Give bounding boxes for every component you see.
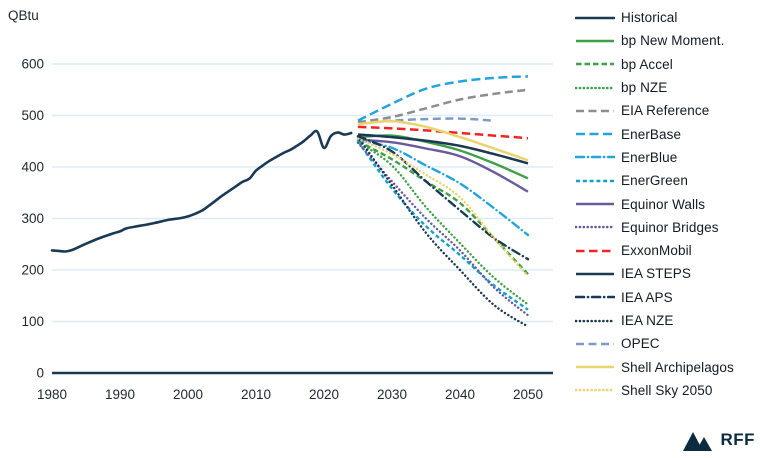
legend-swatch-line	[576, 202, 614, 206]
series-line-enerblue	[356, 139, 530, 237]
legend-label: ExxonMobil	[621, 243, 692, 259]
y-tick-label-500: 500	[21, 108, 44, 123]
y-tick-label-400: 400	[21, 160, 44, 175]
legend-label: bp NZE	[621, 80, 668, 96]
legend-item-iea-aps: IEA APS	[575, 286, 757, 309]
legend-label: Equinor Bridges	[621, 219, 719, 235]
series-line-shell-sky-2050	[356, 137, 530, 278]
legend-swatch-line	[576, 342, 614, 346]
legend-swatch-line	[576, 62, 614, 66]
legend-swatch-line	[576, 272, 614, 276]
legend-label: IEA NZE	[621, 313, 674, 328]
legend-item-eia-reference: EIA Reference	[575, 99, 757, 122]
series-line-equinor-walls	[357, 138, 529, 193]
y-tick-label-600: 600	[21, 57, 44, 72]
legend-label: EnerBlue	[621, 149, 678, 165]
x-tick-label-2010: 2010	[241, 387, 271, 402]
legend-item-bp-accel: bp Accel	[575, 53, 757, 76]
legend-item-equinor-walls: Equinor Walls	[575, 192, 757, 215]
legend-item-historical: Historical	[575, 6, 757, 29]
y-tick-label-100: 100	[21, 314, 44, 329]
legend-swatch-line	[576, 109, 614, 113]
legend-swatch-line	[576, 179, 614, 183]
series-line-historical	[50, 129, 353, 253]
y-tick-label-200: 200	[21, 263, 44, 278]
mountains-icon	[683, 432, 713, 451]
series-line-enerbase	[357, 75, 529, 122]
line-chart: 0 100 200 300 400 500 600 1980 1990 2000 2010 2020 2…	[8, 8, 553, 402]
legend-swatch-line	[575, 156, 615, 159]
legend-item-equinor-bridges: Equinor Bridges	[575, 216, 757, 239]
legend-swatch-line	[575, 226, 615, 229]
legend-label: bp New Moment.	[621, 33, 725, 49]
legend-item-energreen: EnerGreen	[575, 169, 757, 192]
legend-label: EnerBase	[621, 126, 682, 142]
legend-item-iea-steps: IEA STEPS	[575, 262, 757, 285]
x-tick-label-2050: 2050	[513, 387, 543, 402]
legend-item-bp-nze: bp NZE	[575, 76, 757, 99]
legend-label: Historical	[621, 10, 678, 26]
legend-label: IEA STEPS	[621, 266, 691, 282]
series-line-equinor-bridges	[356, 141, 530, 317]
y-axis-title: QBtu	[8, 8, 39, 23]
legend-item-enerbase: EnerBase	[575, 122, 757, 145]
rff-logo-text: RFF	[720, 429, 755, 449]
legend-label: EIA Reference	[621, 103, 710, 119]
legend-label: bp Accel	[621, 56, 673, 72]
legend-swatch-line	[575, 319, 615, 322]
legend-swatch-line	[575, 16, 615, 19]
series-line-iea-aps	[356, 134, 530, 261]
x-tick-label-2000: 2000	[173, 387, 203, 402]
legend-label: Equinor Walls	[621, 196, 706, 212]
legend-label: EnerGreen	[621, 173, 688, 189]
series-line-bp-nze	[356, 141, 530, 306]
legend-label: Shell Archipelagos	[621, 359, 734, 375]
rff-logo: RFF	[683, 427, 755, 452]
legend-label: IEA APS	[621, 289, 673, 305]
chart-canvas: 0 100 200 300 400 500 600 1980 1990 2000 2010 2020 2…	[8, 8, 553, 402]
series-line-eia-reference	[357, 88, 529, 124]
legend-item-iea-nze: IEA NZE	[575, 309, 757, 332]
legend-swatch-line	[576, 132, 614, 136]
chart-legend: Historical bp New Moment. bp Accel bp NZE EI…	[575, 6, 757, 402]
legend-label: OPEC	[621, 336, 660, 352]
legend-swatch-line	[575, 389, 615, 392]
legend-item-shell-sky-2050: Shell Sky 2050	[575, 379, 757, 402]
x-tick-label-2030: 2030	[377, 387, 407, 402]
legend-item-shell-archipelagos: Shell Archipelagos	[575, 355, 757, 378]
x-tick-label-2020: 2020	[309, 387, 339, 402]
legend-item-opec: OPEC	[575, 332, 757, 355]
x-tick-label-1980: 1980	[37, 387, 67, 402]
series-line-energreen	[357, 140, 529, 311]
x-tick-label-1990: 1990	[105, 387, 135, 402]
legend-swatch-line	[576, 365, 614, 369]
legend-swatch-line	[576, 39, 614, 43]
series-line-opec	[357, 117, 495, 125]
legend-item-exxonmobil: ExxonMobil	[575, 239, 757, 262]
legend-swatch-line	[575, 86, 615, 89]
legend-item-bp-new-moment-: bp New Moment.	[575, 29, 757, 52]
legend-swatch-line	[575, 295, 615, 299]
series-line-iea-steps	[357, 133, 529, 165]
y-tick-label-0: 0	[36, 366, 44, 381]
legend-swatch-line	[576, 249, 614, 252]
series-line-bp-accel	[357, 140, 529, 275]
series-line-iea-nze	[356, 135, 530, 328]
series-line-shell-archipelagos	[357, 119, 529, 162]
y-tick-label-300: 300	[21, 211, 44, 226]
legend-label: Shell Sky 2050	[621, 382, 713, 398]
series-line-bp-new-moment-	[357, 134, 529, 180]
legend-item-enerblue: EnerBlue	[575, 146, 757, 169]
x-tick-label-2040: 2040	[445, 387, 475, 402]
